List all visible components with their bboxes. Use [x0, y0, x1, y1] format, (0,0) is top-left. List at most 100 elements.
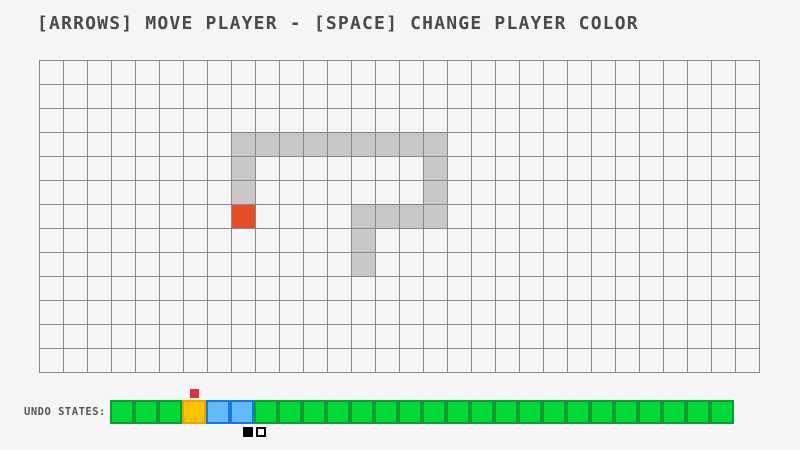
board-cell	[376, 157, 400, 181]
board-cell	[568, 277, 592, 301]
trail-cell	[376, 205, 400, 229]
board-cell	[136, 157, 160, 181]
board-cell	[688, 349, 712, 373]
board-cell	[40, 229, 64, 253]
board-cell	[112, 85, 136, 109]
board-cell	[496, 349, 520, 373]
board-cell	[256, 205, 280, 229]
board-cell	[256, 277, 280, 301]
undo-state-cell-green	[350, 400, 374, 424]
board-cell	[736, 325, 760, 349]
board-cell	[736, 109, 760, 133]
board-cell	[376, 109, 400, 133]
board-cell	[448, 109, 472, 133]
board-cell	[64, 157, 88, 181]
board-cell	[472, 85, 496, 109]
board-cell	[664, 133, 688, 157]
board-cell	[472, 301, 496, 325]
board-cell	[472, 181, 496, 205]
board-cell	[184, 349, 208, 373]
board-cell	[208, 85, 232, 109]
undo-state-cell-green	[518, 400, 542, 424]
board-cell	[472, 349, 496, 373]
board-cell	[472, 61, 496, 85]
board-cell	[664, 205, 688, 229]
board-cell	[616, 61, 640, 85]
board-cell	[520, 277, 544, 301]
board-cell	[208, 253, 232, 277]
board-cell	[424, 61, 448, 85]
board-cell	[712, 325, 736, 349]
board-cell	[592, 229, 616, 253]
board-cell	[88, 277, 112, 301]
board-cell	[208, 229, 232, 253]
trail-cell	[232, 157, 256, 181]
board-cell	[160, 205, 184, 229]
board-cell	[688, 229, 712, 253]
board-cell	[664, 325, 688, 349]
board-cell	[424, 253, 448, 277]
undo-state-cell-green	[542, 400, 566, 424]
board-cell	[64, 277, 88, 301]
board-cell	[424, 277, 448, 301]
board-cell	[568, 85, 592, 109]
board-cell	[136, 349, 160, 373]
board-cell	[496, 181, 520, 205]
board-cell	[88, 229, 112, 253]
board-cell	[424, 301, 448, 325]
board-cell	[472, 253, 496, 277]
trail-cell	[304, 133, 328, 157]
board-cell	[184, 205, 208, 229]
board-cell	[568, 301, 592, 325]
board-cell	[520, 349, 544, 373]
board-cell	[520, 181, 544, 205]
board-cell	[496, 229, 520, 253]
board-cell	[664, 157, 688, 181]
board-cell	[64, 181, 88, 205]
undo-state-cell-green	[326, 400, 350, 424]
board-cell	[496, 205, 520, 229]
board-cell	[400, 109, 424, 133]
board-cell	[376, 85, 400, 109]
board-cell	[448, 277, 472, 301]
board-cell	[640, 349, 664, 373]
board-cell	[280, 157, 304, 181]
board-cell	[520, 133, 544, 157]
board-cell	[664, 349, 688, 373]
board-cell	[328, 205, 352, 229]
board-cell	[352, 277, 376, 301]
board-cell	[304, 109, 328, 133]
board-cell	[112, 229, 136, 253]
board-cell	[256, 85, 280, 109]
board-cell	[472, 325, 496, 349]
board-cell	[688, 277, 712, 301]
board-cell	[352, 61, 376, 85]
undo-state-cell-green	[134, 400, 158, 424]
board-cell	[352, 109, 376, 133]
board-cell	[64, 349, 88, 373]
board-cell	[232, 325, 256, 349]
board-cell	[496, 133, 520, 157]
board-cell	[160, 229, 184, 253]
board-cell	[112, 61, 136, 85]
board-cell	[640, 229, 664, 253]
board-cell	[592, 205, 616, 229]
board-cell	[328, 157, 352, 181]
board-cell	[136, 205, 160, 229]
board-cell	[544, 133, 568, 157]
board-cell	[328, 277, 352, 301]
game-board[interactable]	[39, 60, 760, 373]
board-cell	[400, 181, 424, 205]
board-cell	[592, 109, 616, 133]
board-cell	[736, 157, 760, 181]
board-cell	[400, 157, 424, 181]
board-cell	[544, 277, 568, 301]
board-cell	[280, 205, 304, 229]
history-cursor-outline-square-icon	[256, 427, 266, 437]
board-cell	[160, 325, 184, 349]
board-cell	[736, 181, 760, 205]
board-cell	[160, 85, 184, 109]
board-cell	[688, 157, 712, 181]
board-cell	[304, 253, 328, 277]
board-cell	[568, 325, 592, 349]
